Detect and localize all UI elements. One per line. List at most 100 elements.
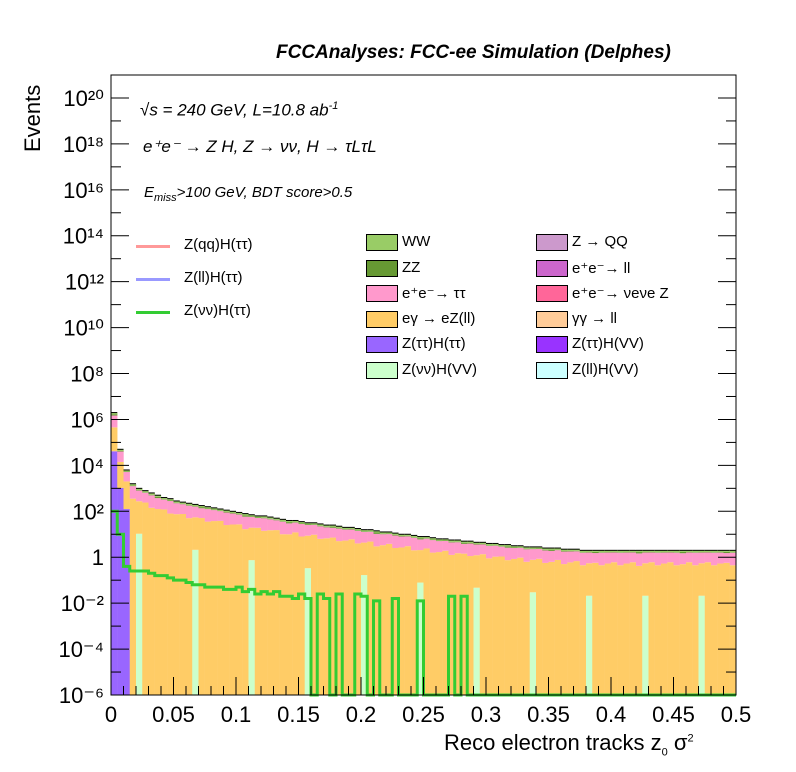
bar-segment [217, 511, 224, 521]
bar-segment [692, 552, 699, 566]
bar-segment [136, 490, 143, 502]
bar-segment [648, 552, 655, 563]
bar-segment [523, 546, 530, 549]
bar-segment [379, 533, 387, 535]
bar-segment [373, 532, 380, 534]
bar-segment [411, 537, 418, 551]
bar-segment [242, 529, 249, 695]
bar-segment [548, 548, 555, 550]
bar-segment [442, 550, 449, 695]
bar-segment [186, 505, 193, 519]
bar-segment [311, 524, 318, 535]
process-annotation: e⁺e⁻ → Z H, Z → νν, H → τLτL [143, 137, 377, 156]
bar-segment [679, 553, 687, 565]
bar-segment [454, 542, 462, 554]
bar-segment [586, 550, 593, 553]
bar-segment [642, 550, 649, 553]
bar-segment [267, 517, 274, 519]
bar-segment [492, 556, 499, 695]
bar-segment [192, 504, 199, 507]
bar-segment [511, 547, 518, 559]
bar-segment [129, 485, 137, 487]
bar-segment [392, 533, 399, 535]
bar-segment [667, 562, 674, 695]
x-tick-label: 0.15 [277, 702, 320, 727]
bar-segment [279, 534, 287, 695]
bar-segment [261, 518, 268, 531]
bar-segment [292, 520, 299, 523]
bar-segment [636, 552, 643, 554]
bar-segment [336, 541, 343, 695]
legend-fill-label: Z(ll)H(VV) [572, 360, 639, 378]
bar-segment [329, 526, 337, 528]
bar-segment [548, 549, 555, 551]
bar-segment [523, 548, 530, 550]
bar-segment [436, 540, 443, 542]
bar-segment [679, 564, 687, 695]
bar-segment [561, 551, 568, 565]
bar-segment [429, 539, 437, 541]
bar-segment [654, 552, 662, 566]
x-axis-label-sub: 0 [661, 746, 668, 759]
y-tick-label: 10¹⁶ [63, 178, 104, 203]
bar-segment [223, 511, 230, 513]
legend-line-label: Z(qq)H(ττ) [184, 236, 253, 253]
bar-segment [154, 498, 162, 510]
bar-segment [486, 558, 493, 695]
selection-rest: >100 GeV, BDT score>0.5 [176, 184, 353, 201]
bar-segment [554, 559, 562, 695]
bar-segment [367, 531, 374, 542]
legend-fill-label: Z(νν)H(VV) [402, 360, 477, 378]
y-axis-label: Events [20, 84, 45, 152]
bar-segment [342, 529, 349, 530]
bar-segment [448, 541, 455, 543]
bar-segment [223, 510, 230, 512]
legend-fill-label: Z → QQ [572, 233, 628, 250]
bar-segment [129, 483, 137, 486]
legend-fill-swatch [366, 234, 398, 251]
bar-segment [154, 495, 162, 497]
bar-segment [242, 516, 249, 530]
bar-segment [192, 506, 199, 507]
bar-segment [623, 550, 630, 553]
axes: 10⁻⁶ 10⁻⁴ 10⁻² 1 10² 10⁴ 10⁶ 10⁸ 10¹⁰ 10¹² 10¹⁴ 10¹… [58, 86, 751, 727]
bar-segment [148, 507, 155, 695]
bar-segment [211, 510, 218, 522]
bar-segment [229, 524, 237, 695]
bar-segment [579, 552, 587, 553]
energy-annotation: √s = 240 GeV, L=10.8 ab-1 [140, 100, 338, 121]
bar-segment [204, 506, 212, 509]
bar-segment [292, 532, 299, 695]
bar-segment [429, 537, 437, 540]
y-tick-label: 10²⁰ [63, 86, 104, 111]
bar-segment [604, 563, 612, 695]
y-tick-label: 10¹⁴ [63, 224, 104, 249]
bar-segment [467, 543, 474, 557]
bar-segment [548, 561, 555, 695]
bar-segment [711, 552, 718, 566]
stacked-histogram [111, 412, 737, 695]
bar-segment [192, 549, 199, 695]
bar-segment [723, 553, 730, 563]
bar-segment [473, 544, 480, 545]
bar-segment [592, 551, 599, 554]
bar-segment [611, 562, 618, 695]
bar-segment [729, 552, 737, 566]
bar-segment [129, 486, 137, 499]
bar-segment [204, 521, 212, 695]
bar-segment [673, 552, 680, 566]
bar-segment [217, 509, 224, 511]
bar-segment [567, 549, 574, 551]
bar-segment [336, 528, 343, 542]
bar-segment [517, 557, 524, 695]
bar-segment [629, 550, 637, 552]
bar-segment [486, 545, 493, 546]
bar-segment [354, 528, 362, 531]
bar-segment [392, 547, 399, 695]
bar-segment [586, 552, 593, 564]
bar-segment [423, 536, 430, 539]
bar-segment [261, 517, 268, 519]
bar-segment [542, 549, 549, 551]
bar-segment [236, 524, 243, 695]
